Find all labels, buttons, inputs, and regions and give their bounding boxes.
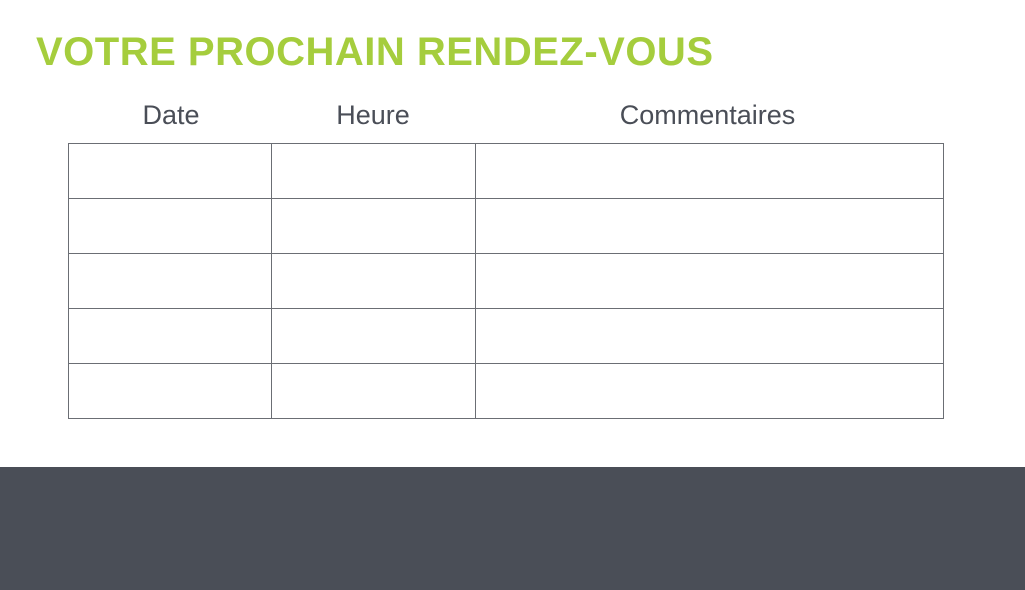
table-row [68,363,944,419]
cell-heure[interactable] [271,363,476,419]
cell-date[interactable] [68,143,272,199]
cell-date[interactable] [68,198,272,254]
table-row [68,143,944,199]
cell-heure[interactable] [271,198,476,254]
cell-date[interactable] [68,253,272,309]
cell-commentaires[interactable] [475,308,944,364]
page-title: VOTRE PROCHAIN RENDEZ-VOUS [36,30,714,74]
cell-commentaires[interactable] [475,363,944,419]
cell-heure[interactable] [271,253,476,309]
cell-commentaires[interactable] [475,198,944,254]
column-header-date: Date [142,100,200,130]
column-header-heure: Heure [336,100,410,130]
cell-date[interactable] [68,308,272,364]
table-row [68,198,944,254]
cell-commentaires[interactable] [475,143,944,199]
cell-date[interactable] [68,363,272,419]
column-header-commentaires: Commentaires [619,100,796,130]
cell-commentaires[interactable] [475,253,944,309]
footer-band [0,467,1025,590]
cell-heure[interactable] [271,143,476,199]
cell-heure[interactable] [271,308,476,364]
table-row [68,308,944,364]
table-row [68,253,944,309]
appointment-table [68,143,944,419]
